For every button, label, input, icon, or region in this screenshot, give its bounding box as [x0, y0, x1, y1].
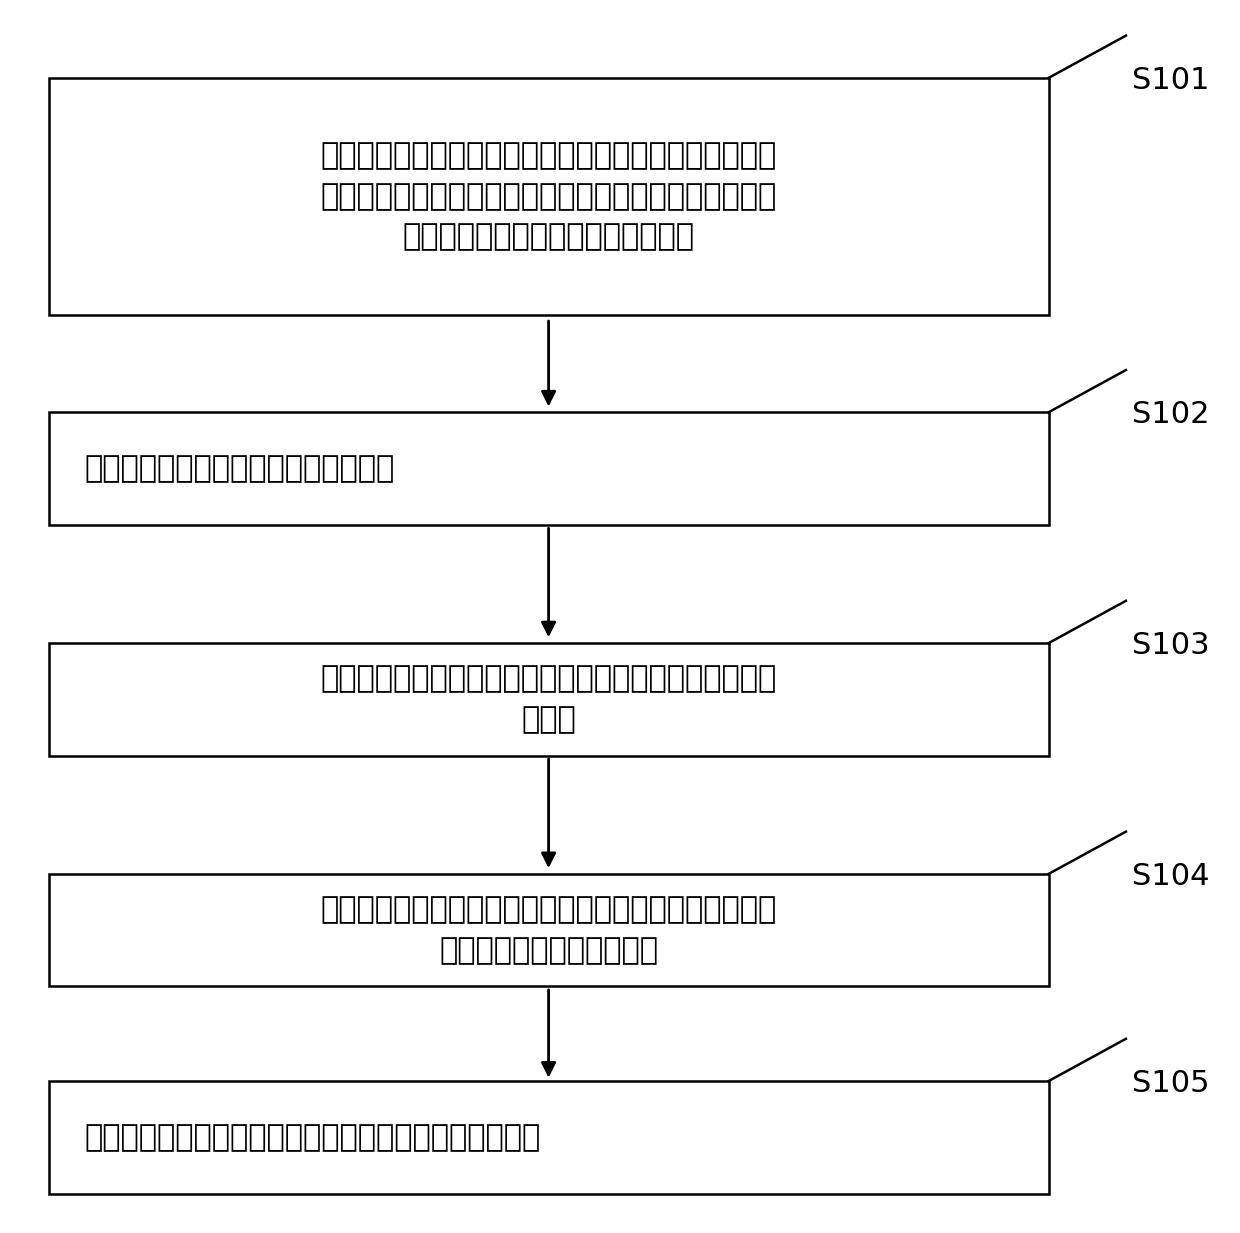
Text: S101: S101 — [1132, 67, 1209, 95]
FancyBboxPatch shape — [48, 644, 1049, 756]
Text: 计算多个所述充电容量差值的校正误差: 计算多个所述充电容量差值的校正误差 — [84, 454, 394, 483]
Text: 对电流传感器所检测的动力电池采用充电机进行多次充电
校正检测，获取每次充电校正检测得到的充电机充电容量
与管理系统充电容量的充电容量差值: 对电流传感器所检测的动力电池采用充电机进行多次充电 校正检测，获取每次充电校正检… — [320, 142, 776, 252]
Text: S102: S102 — [1132, 401, 1209, 429]
FancyBboxPatch shape — [48, 412, 1049, 525]
Text: 采用所述电流传感器电流自适应校正系数可信度修正电流
传感器电流自适应校正系数: 采用所述电流传感器电流自适应校正系数可信度修正电流 传感器电流自适应校正系数 — [320, 895, 776, 965]
Text: S105: S105 — [1132, 1069, 1209, 1099]
FancyBboxPatch shape — [48, 874, 1049, 986]
Text: S104: S104 — [1132, 862, 1209, 891]
FancyBboxPatch shape — [48, 1081, 1049, 1194]
Text: S103: S103 — [1132, 631, 1209, 661]
Text: 获取关于所述校正误差的电流传感器电流自适应校正系数
可信度: 获取关于所述校正误差的电流传感器电流自适应校正系数 可信度 — [320, 665, 776, 734]
FancyBboxPatch shape — [48, 78, 1049, 314]
Text: 采用所述电流传感器电流自适应校正系数校正电流传感器: 采用所述电流传感器电流自适应校正系数校正电流传感器 — [84, 1123, 541, 1152]
